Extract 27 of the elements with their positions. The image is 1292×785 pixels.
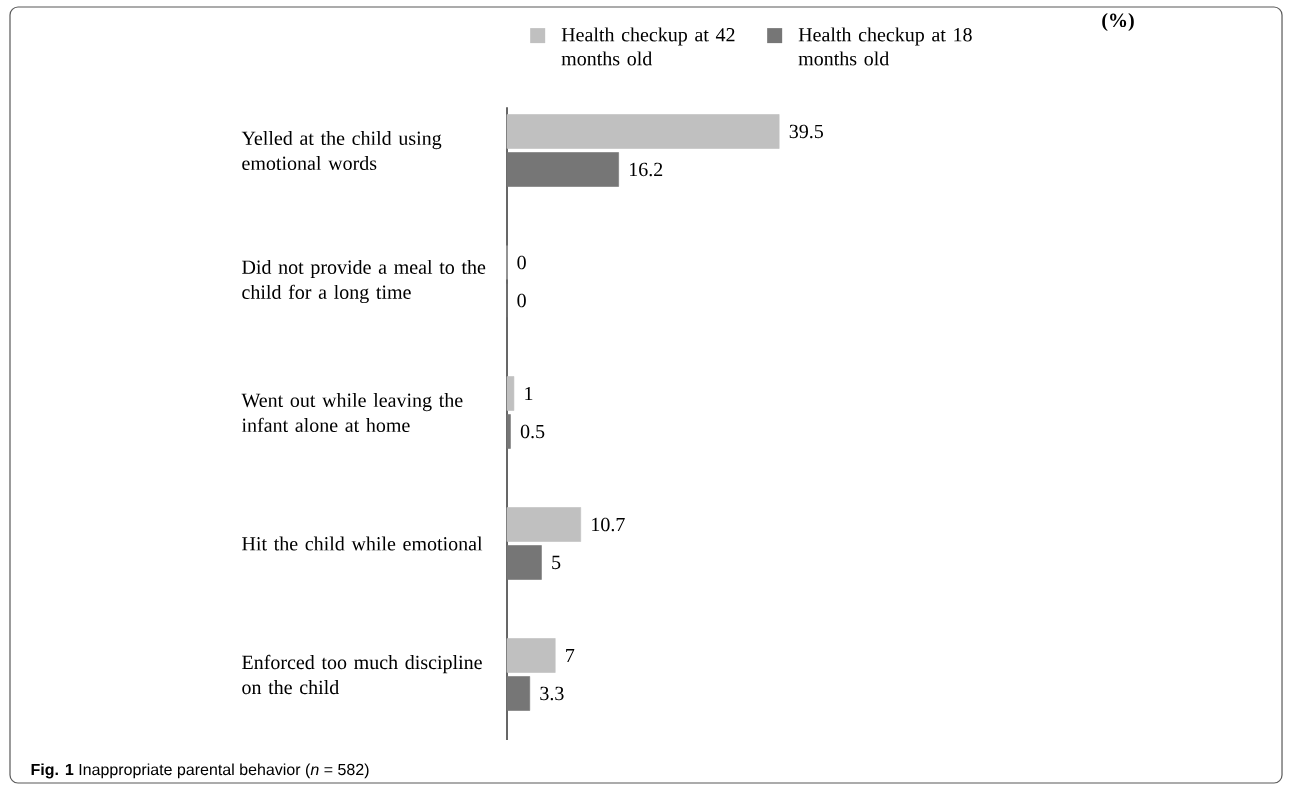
- y-tick-label: Did not provide a meal to the child for a long time: [242, 259, 486, 304]
- data-label: 0.5: [520, 424, 545, 439]
- bar: [506, 545, 542, 580]
- bar: [506, 114, 780, 149]
- data-label: 5: [552, 555, 561, 570]
- data-label: 10.7: [592, 517, 625, 532]
- y-tick-label: Hit the child while emotional: [242, 536, 483, 551]
- data-label: 0: [517, 293, 526, 308]
- y-tick-label: Yelled at the child using emotional words: [241, 130, 442, 171]
- bar: [506, 414, 511, 449]
- bar: [506, 676, 531, 711]
- legend-label: Health checkup at 42 months old: [561, 27, 735, 66]
- data-label: 1: [525, 386, 533, 401]
- bar: [506, 376, 515, 411]
- text: Fig. 1 Inappropriate parental behavior (n = 582): [31, 763, 369, 779]
- data-label: 7: [566, 648, 575, 663]
- bar: [506, 507, 582, 542]
- data-label: 0: [517, 255, 526, 270]
- y-tick-label: Enforced too much discipline on the child: [242, 654, 482, 695]
- data-label: 16.2: [630, 162, 663, 177]
- bar: [506, 152, 619, 187]
- text: (%): [1102, 12, 1134, 32]
- data-label: 3.3: [540, 686, 564, 701]
- bar: [506, 638, 556, 673]
- legend-label: Health checkup at 18 months old: [798, 27, 972, 66]
- y-tick-label: Went out while leaving the infant alone at home: [241, 392, 463, 433]
- data-label: 39.5: [789, 124, 823, 139]
